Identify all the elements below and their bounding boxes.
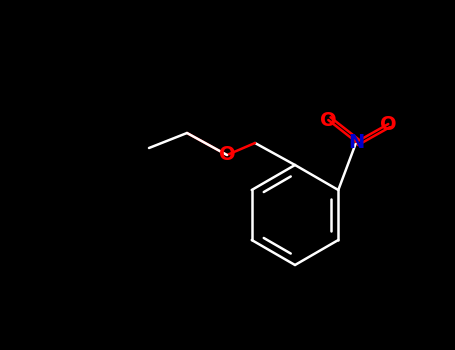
Text: O: O [320,111,337,130]
Text: O: O [380,114,397,133]
Text: O: O [219,146,235,164]
Text: N: N [348,133,364,152]
